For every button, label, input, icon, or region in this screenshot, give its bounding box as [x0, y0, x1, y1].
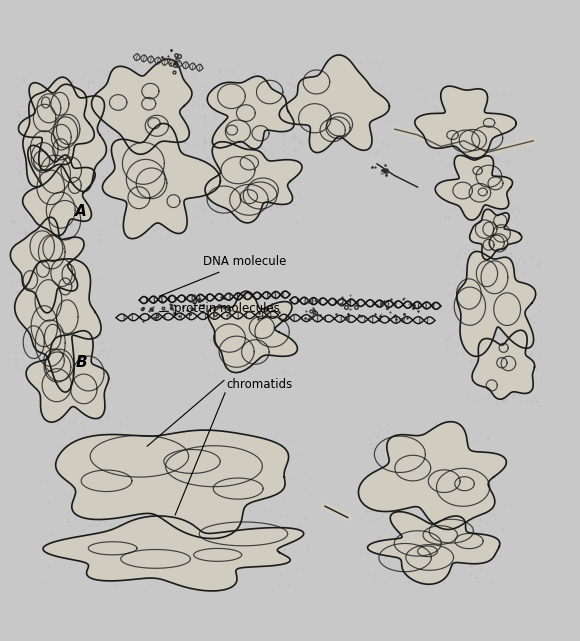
Polygon shape	[368, 512, 500, 584]
Text: DNA molecule: DNA molecule	[159, 255, 287, 296]
Polygon shape	[205, 142, 302, 223]
Polygon shape	[19, 83, 95, 171]
Text: A: A	[75, 204, 87, 219]
Polygon shape	[207, 76, 294, 149]
Polygon shape	[472, 330, 535, 399]
Polygon shape	[470, 209, 521, 260]
Text: chromatids: chromatids	[226, 378, 292, 391]
Polygon shape	[23, 146, 95, 236]
Polygon shape	[23, 77, 106, 192]
Text: B: B	[75, 355, 87, 370]
Polygon shape	[14, 259, 101, 392]
Polygon shape	[415, 86, 516, 158]
Polygon shape	[10, 217, 84, 313]
Polygon shape	[457, 251, 536, 356]
Polygon shape	[43, 516, 304, 591]
Polygon shape	[92, 59, 192, 154]
Text: protein molecules: protein molecules	[160, 302, 280, 315]
Polygon shape	[280, 55, 389, 153]
Polygon shape	[103, 124, 220, 238]
Polygon shape	[208, 291, 298, 372]
Polygon shape	[358, 422, 506, 529]
Polygon shape	[56, 430, 289, 538]
Polygon shape	[435, 155, 513, 220]
Polygon shape	[26, 331, 108, 422]
